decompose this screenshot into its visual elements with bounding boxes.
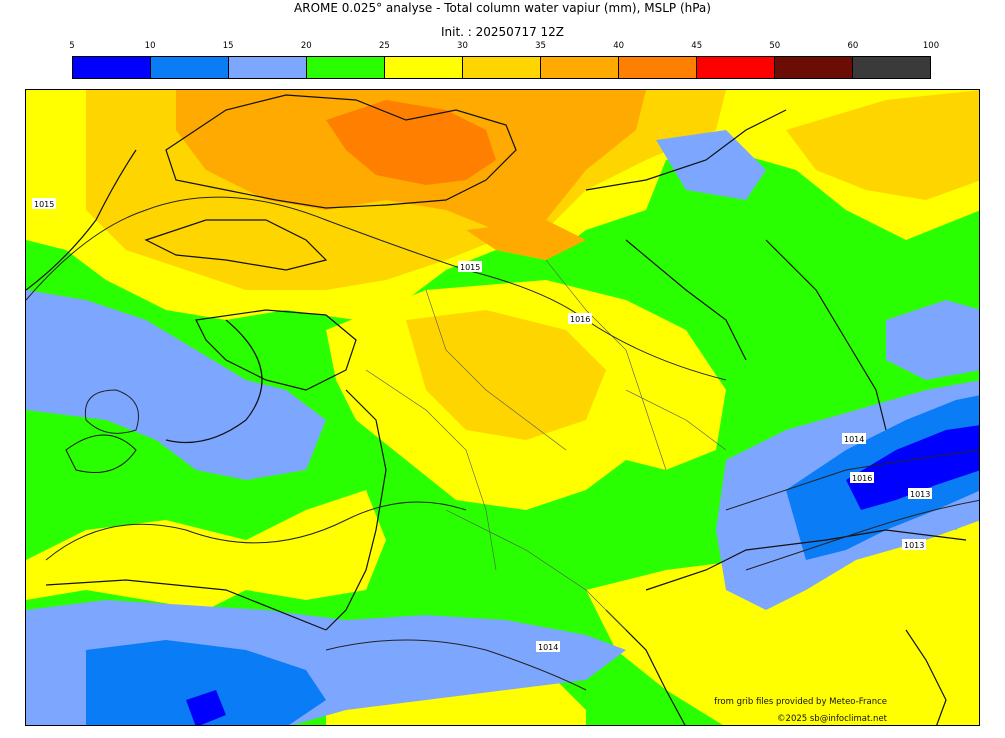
colorbar-tick: 15 — [222, 41, 234, 51]
colorbar-cell — [463, 57, 541, 78]
colorbar-tick: 45 — [691, 41, 703, 51]
credit-data-source: from grib files provided by Meteo-France — [714, 697, 887, 707]
region-gold-central — [406, 310, 606, 440]
region-yellow-southwest — [26, 490, 386, 610]
region-deepblue-alps — [846, 425, 979, 510]
colorbar-tick: 5 — [69, 41, 75, 51]
region-lightblue-atlantic — [26, 290, 326, 480]
colorbar-tick: 20 — [300, 41, 312, 51]
isobar-label: 1014 — [844, 435, 864, 444]
isobar-label: 1016 — [570, 315, 590, 324]
colorbar-tick: 40 — [613, 41, 625, 51]
colorbar-cell — [619, 57, 697, 78]
region-lightblue-ne — [656, 130, 766, 200]
credit-copyright: ©2025 sb@infoclimat.net — [777, 714, 887, 724]
region-lightblue-east-lake — [886, 300, 979, 380]
init-time-subtitle: Init. : 20250717 12Z — [440, 25, 565, 39]
colorbar-tick: 100 — [922, 41, 940, 51]
colorbar-tick: 60 — [847, 41, 859, 51]
region-orange-belgium — [466, 220, 586, 260]
region-darkorange-ne — [406, 120, 476, 170]
region-deepblue-pyrenees — [186, 690, 226, 725]
colorbar-cell — [385, 57, 463, 78]
region-gold-east — [786, 90, 979, 200]
colorbar-tick: 50 — [769, 41, 781, 51]
region-blue-pyrenees — [86, 640, 326, 725]
colorbar-tick: 35 — [535, 41, 546, 51]
colorbar-cell — [307, 57, 385, 78]
isobar-label: 1016 — [852, 474, 872, 483]
isobars — [26, 196, 979, 691]
weather-map: 1015 1015 1016 1014 1016 1013 1013 1014 — [25, 89, 980, 726]
isobar-label: 1014 — [538, 643, 558, 652]
isobar-label: 1015 — [460, 263, 480, 272]
colorbar-cell — [853, 57, 930, 78]
colorbar-tick: 25 — [378, 41, 390, 51]
colorbar-tick: 10 — [144, 41, 156, 51]
colorbar — [72, 56, 931, 79]
colorbar-cell — [229, 57, 307, 78]
map-canvas: 1015 1015 1016 1014 1016 1013 1013 1014 — [26, 90, 979, 725]
colorbar-cell — [697, 57, 775, 78]
colorbar-tick: 30 — [457, 41, 468, 51]
isobar-label: 1013 — [910, 490, 930, 499]
isobar-label: 1015 — [34, 200, 54, 209]
colorbar-cell — [73, 57, 151, 78]
region-borders — [365, 259, 727, 631]
region-yellow-mediterranean — [586, 511, 979, 725]
isobar-labels: 1015 1015 1016 1014 1016 1013 1013 1014 — [32, 198, 932, 652]
colorbar-cell — [151, 57, 229, 78]
coastlines — [26, 94, 967, 725]
colorbar-cell — [541, 57, 619, 78]
colorbar-cell — [775, 57, 853, 78]
isobar-label: 1013 — [904, 541, 924, 550]
map-title: AROME 0.025° analyse - Total column wate… — [294, 1, 711, 15]
